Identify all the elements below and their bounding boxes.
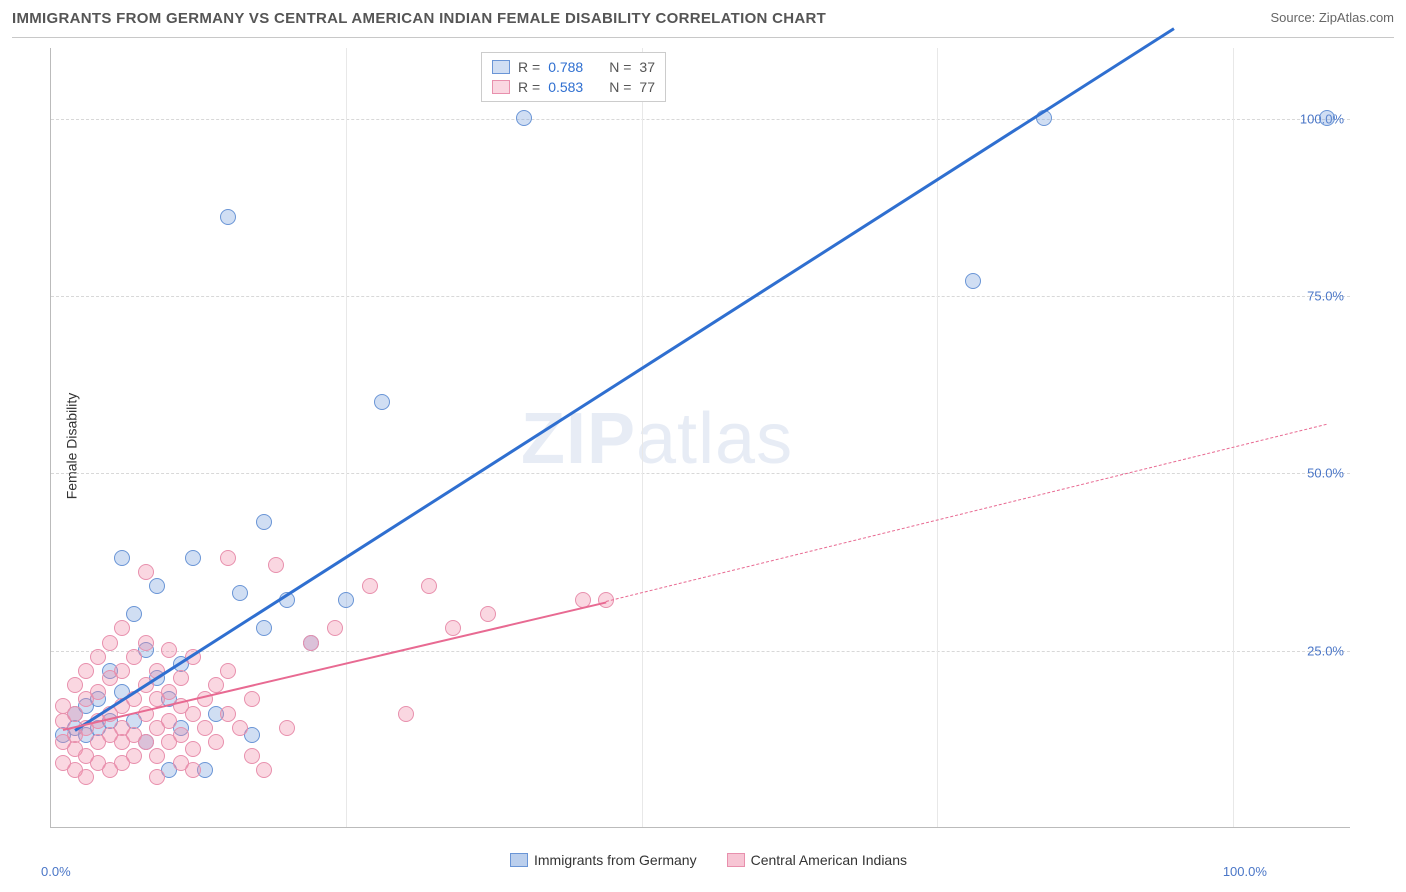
data-point — [138, 635, 154, 651]
scatter-chart: ZIPatlas 25.0%50.0%75.0%100.0%0.0%100.0%… — [50, 48, 1350, 828]
data-point — [445, 620, 461, 636]
data-point — [185, 706, 201, 722]
r-value: 0.583 — [548, 79, 583, 95]
data-point — [138, 734, 154, 750]
data-point — [220, 550, 236, 566]
r-label: R = — [518, 59, 540, 75]
data-point — [244, 748, 260, 764]
data-point — [114, 550, 130, 566]
data-point — [244, 691, 260, 707]
data-point — [78, 663, 94, 679]
data-point — [114, 663, 130, 679]
r-value: 0.788 — [548, 59, 583, 75]
data-point — [374, 394, 390, 410]
data-point — [480, 606, 496, 622]
data-point — [173, 670, 189, 686]
legend-bottom: Immigrants from Germany Central American … — [510, 852, 907, 868]
data-point — [161, 713, 177, 729]
data-point — [232, 720, 248, 736]
data-point — [398, 706, 414, 722]
data-point — [185, 741, 201, 757]
data-point — [90, 649, 106, 665]
legend-swatch — [510, 853, 528, 867]
data-point — [67, 677, 83, 693]
gridline — [51, 296, 1350, 297]
data-point — [220, 209, 236, 225]
data-point — [268, 557, 284, 573]
data-point — [149, 748, 165, 764]
data-point — [256, 762, 272, 778]
vgridline — [1233, 48, 1234, 827]
data-point — [102, 635, 118, 651]
legend-item: Immigrants from Germany — [510, 852, 697, 868]
data-point — [185, 550, 201, 566]
r-label: R = — [518, 79, 540, 95]
data-point — [220, 706, 236, 722]
x-tick-label: 100.0% — [1223, 864, 1267, 879]
data-point — [114, 620, 130, 636]
data-point — [126, 649, 142, 665]
vgridline — [642, 48, 643, 827]
data-point — [126, 606, 142, 622]
chart-title: IMMIGRANTS FROM GERMANY VS CENTRAL AMERI… — [12, 10, 826, 27]
n-label: N = — [609, 59, 631, 75]
trend-line — [606, 424, 1327, 602]
y-tick-label: 50.0% — [1307, 466, 1344, 481]
data-point — [421, 578, 437, 594]
data-point — [90, 684, 106, 700]
data-point — [256, 620, 272, 636]
chart-header: IMMIGRANTS FROM GERMANY VS CENTRAL AMERI… — [12, 10, 1394, 38]
data-point — [173, 727, 189, 743]
legend-item: Central American Indians — [727, 852, 907, 868]
legend-swatch — [727, 853, 745, 867]
data-point — [516, 110, 532, 126]
legend-swatch — [492, 60, 510, 74]
data-point — [232, 585, 248, 601]
data-point — [338, 592, 354, 608]
gridline — [51, 473, 1350, 474]
data-point — [208, 734, 224, 750]
data-point — [161, 642, 177, 658]
data-point — [161, 684, 177, 700]
y-tick-label: 25.0% — [1307, 643, 1344, 658]
gridline — [51, 119, 1350, 120]
data-point — [279, 720, 295, 736]
data-point — [256, 514, 272, 530]
n-label: N = — [609, 79, 631, 95]
legend-swatch — [492, 80, 510, 94]
data-point — [78, 769, 94, 785]
data-point — [362, 578, 378, 594]
legend-correlation: R = 0.788 N = 37 R = 0.583 N = 77 — [481, 52, 666, 102]
data-point — [303, 635, 319, 651]
gridline — [51, 651, 1350, 652]
data-point — [149, 578, 165, 594]
data-point — [220, 663, 236, 679]
n-value: 37 — [639, 59, 655, 75]
legend-row: R = 0.788 N = 37 — [492, 57, 655, 77]
legend-row: R = 0.583 N = 77 — [492, 77, 655, 97]
legend-label: Immigrants from Germany — [534, 852, 697, 868]
data-point — [138, 564, 154, 580]
data-point — [1319, 110, 1335, 126]
chart-source: Source: ZipAtlas.com — [1270, 10, 1394, 25]
data-point — [126, 748, 142, 764]
data-point — [965, 273, 981, 289]
data-point — [185, 762, 201, 778]
data-point — [327, 620, 343, 636]
data-point — [197, 720, 213, 736]
x-tick-label: 0.0% — [41, 864, 71, 879]
y-tick-label: 75.0% — [1307, 289, 1344, 304]
vgridline — [937, 48, 938, 827]
legend-label: Central American Indians — [751, 852, 907, 868]
trend-line — [74, 27, 1175, 732]
vgridline — [346, 48, 347, 827]
n-value: 77 — [639, 79, 655, 95]
data-point — [149, 769, 165, 785]
data-point — [67, 706, 83, 722]
watermark: ZIPatlas — [521, 398, 793, 480]
